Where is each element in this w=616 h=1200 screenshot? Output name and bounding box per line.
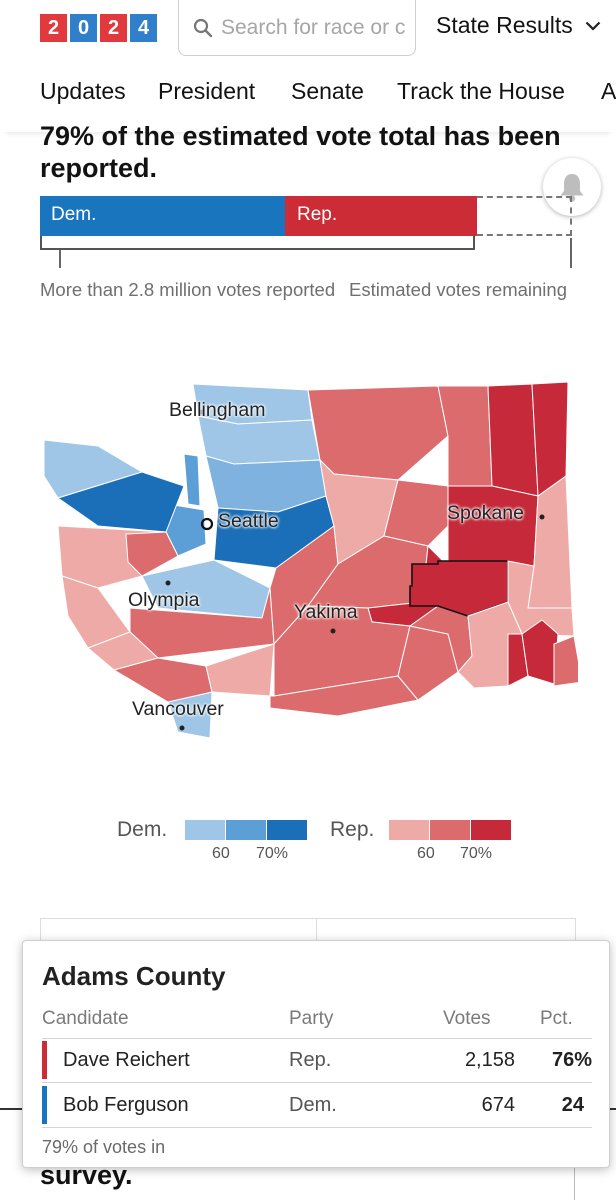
bellingham-dot (199, 409, 205, 415)
search-input[interactable] (221, 15, 415, 40)
results-headline: 79% of the estimated vote total has been… (40, 121, 561, 183)
seattle-dot (200, 517, 214, 531)
city-label-spokane: Spokane (447, 502, 524, 524)
header-candidate: Candidate (42, 1008, 129, 1029)
table-divider (42, 1127, 592, 1128)
vote-progress-bar: Dem. Rep. (40, 196, 572, 236)
rep-bar-label: Rep. (297, 204, 338, 225)
dem-bar-segment: Dem. (40, 196, 285, 236)
table-divider (42, 1038, 592, 1039)
legend-rep-label: Rep. (330, 818, 375, 841)
notification-bell-button[interactable] (543, 158, 601, 216)
county-map-svg (43, 381, 583, 739)
dem-bar-label: Dem. (51, 204, 97, 225)
table-row: Bob Ferguson Dem. 674 24 (42, 1084, 592, 1126)
legend-dem-tick: 60 (212, 845, 230, 862)
reported-bracket (40, 236, 475, 250)
votes-in-footnote: 79% of votes in (42, 1137, 166, 1157)
spokane-dot (539, 514, 545, 520)
election-2024-logo[interactable]: 2 0 2 4 (40, 14, 160, 42)
legend-rep-tick: 70% (460, 845, 493, 862)
candidate-name: Bob Ferguson (63, 1094, 189, 1116)
vancouver-dot (179, 725, 185, 731)
search-icon (193, 18, 213, 37)
olympia-dot (165, 580, 171, 586)
logo-digit: 2 (100, 14, 127, 42)
background-card-divider (316, 918, 317, 958)
tab-track-the-house[interactable]: Track the House (397, 78, 565, 104)
tab-updates[interactable]: Updates (40, 78, 126, 104)
legend-rep-tick: 60 (417, 845, 435, 862)
header-party: Party (289, 1008, 334, 1029)
candidate-votes: 2,158 (464, 1049, 515, 1071)
votes-reported-label: More than 2.8 million votes reported (40, 279, 336, 300)
county-skamania[interactable] (205, 643, 275, 697)
county-tooltip: Adams County Candidate Party Votes Pct. … (22, 940, 610, 1168)
legend-rep-swatch (430, 820, 470, 840)
county-lincoln[interactable] (447, 485, 539, 567)
remaining-tick (570, 238, 572, 268)
county-okanogan[interactable] (307, 385, 449, 481)
header-pct: Pct. (540, 1008, 573, 1029)
background-rule (0, 1108, 22, 1110)
tab-president[interactable]: President (158, 78, 256, 104)
nav-divider (0, 118, 616, 132)
party-color-marker (42, 1086, 47, 1124)
city-label-seattle: Seattle (218, 510, 279, 532)
logo-digit: 4 (130, 14, 157, 42)
legend-rep-swatch (389, 820, 429, 840)
logo-digit: 0 (70, 14, 97, 42)
candidate-votes: 674 (481, 1094, 515, 1116)
chevron-down-icon (585, 21, 601, 31)
county-skagit[interactable] (197, 415, 321, 465)
county-mason[interactable] (125, 531, 179, 577)
table-row: Dave Reichert Rep. 2,158 76% (42, 1039, 592, 1081)
county-asotin[interactable] (553, 635, 583, 687)
remaining-bar-segment (477, 196, 572, 236)
candidate-party: Dem. (289, 1094, 337, 1116)
county-name: Adams County (42, 961, 226, 991)
rep-bar-segment: Rep. (285, 196, 477, 236)
state-results-dropdown[interactable]: State Results (436, 12, 601, 39)
candidate-party: Rep. (289, 1049, 332, 1071)
logo-digit: 2 (40, 14, 67, 42)
city-label-vancouver: Vancouver (132, 698, 224, 720)
candidate-pct: 24 (561, 1094, 584, 1116)
legend-rep-swatch (471, 820, 511, 840)
header-votes: Votes (443, 1008, 491, 1029)
legend-dem-swatch (267, 820, 307, 840)
county-island[interactable] (183, 453, 201, 507)
table-divider (42, 1082, 592, 1083)
county-stevens[interactable] (487, 383, 539, 497)
legend-dem-swatch (185, 820, 225, 840)
candidate-pct: 76% (551, 1049, 592, 1071)
county-jefferson[interactable] (56, 471, 185, 533)
background-rule (574, 1150, 575, 1200)
reported-tick (59, 250, 61, 268)
city-label-yakima: Yakima (294, 601, 358, 623)
votes-remaining-label: Estimated votes remaining (347, 279, 567, 301)
search-box[interactable] (178, 0, 416, 56)
legend-dem-swatch (226, 820, 266, 840)
city-label-bellingham: Bellingham (169, 399, 266, 421)
section-nav: Updates President Senate Track the House… (0, 78, 616, 112)
tab-truncated[interactable]: A (601, 78, 616, 104)
city-label-olympia: Olympia (128, 589, 200, 611)
legend-dem-tick: 70% (256, 845, 289, 862)
county-walla-walla[interactable] (457, 601, 523, 689)
candidate-name: Dave Reichert (63, 1049, 190, 1071)
state-results-label: State Results (436, 12, 573, 38)
tab-senate[interactable]: Senate (291, 78, 364, 104)
yakima-dot (330, 628, 336, 634)
top-bar: 2 0 2 4 State Results (0, 0, 616, 58)
legend-dem-label: Dem. (117, 818, 168, 841)
party-color-marker (42, 1041, 47, 1079)
washington-county-map[interactable]: Bellingham Seattle Olympia Yakima Spokan… (38, 376, 583, 742)
